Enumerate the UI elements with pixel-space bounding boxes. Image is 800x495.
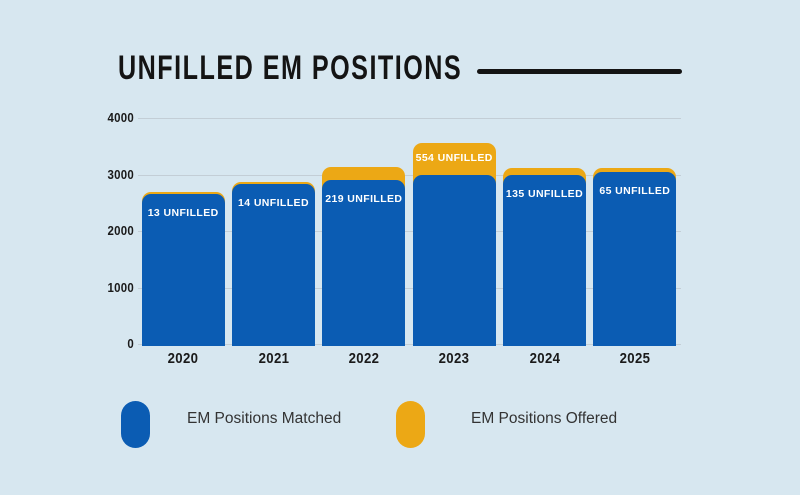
bar-unfilled-label: 14 UNFILLED bbox=[238, 197, 309, 210]
gridline-2000 bbox=[138, 231, 681, 232]
x-axis-label-2022: 2022 bbox=[348, 350, 380, 367]
bar-unfilled-label: 65 UNFILLED bbox=[599, 185, 671, 198]
y-tick-label: 3000 bbox=[107, 166, 134, 182]
page-title: UNFILLED EM POSITIONS bbox=[118, 49, 463, 87]
x-axis-label-2025: 2025 bbox=[619, 350, 651, 367]
bar-matched-2022 bbox=[322, 179, 406, 346]
bar-unfilled-label: 135 UNFILLED bbox=[505, 188, 584, 201]
gridline-4000 bbox=[138, 118, 681, 119]
bar-matched-2025 bbox=[593, 172, 677, 346]
legend-swatch-matched bbox=[121, 401, 150, 448]
bar-matched-2020 bbox=[141, 194, 225, 346]
legend-label-offered: EM Positions Offered bbox=[471, 410, 618, 427]
legend-label-matched: EM Positions Matched bbox=[187, 410, 342, 427]
legend-swatch-offered bbox=[396, 401, 425, 448]
y-tick-label: 4000 bbox=[107, 110, 134, 125]
bar-matched-2021 bbox=[232, 184, 315, 346]
bar-matched-2024 bbox=[503, 175, 586, 346]
gridline-1000 bbox=[138, 287, 681, 289]
gridline-3000 bbox=[138, 174, 681, 176]
x-axis-label-2023: 2023 bbox=[438, 350, 470, 367]
y-tick-label: 0 bbox=[127, 336, 134, 351]
bar-unfilled-label: 554 UNFILLED bbox=[415, 152, 493, 165]
gridline-0 bbox=[138, 344, 681, 345]
bar-matched-2023 bbox=[412, 174, 496, 346]
y-tick-label: 2000 bbox=[107, 223, 134, 238]
x-axis-label-2024: 2024 bbox=[529, 350, 560, 367]
bar-unfilled-label: 13 UNFILLED bbox=[147, 207, 219, 220]
x-axis-label-2020: 2020 bbox=[167, 350, 199, 367]
x-axis-label-2021: 2021 bbox=[258, 350, 289, 367]
bar-unfilled-label: 219 UNFILLED bbox=[325, 192, 403, 205]
y-tick-label: 1000 bbox=[107, 279, 134, 295]
title-underline bbox=[477, 69, 682, 74]
